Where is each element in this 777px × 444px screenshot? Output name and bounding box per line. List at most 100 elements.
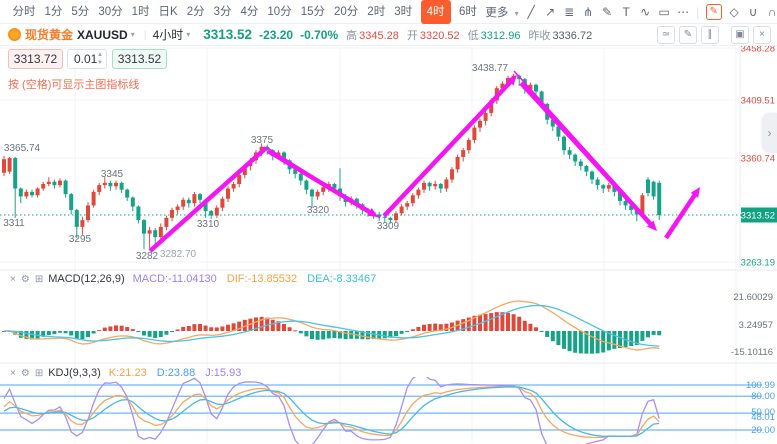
macd-header: × ⚙ ⊞ MACD(12,26,9) MACD:-11.04130 DIF:-…	[10, 273, 386, 285]
trend-line-icon[interactable]: ╱	[527, 4, 535, 19]
timeframe-tab-6时[interactable]: 6时	[459, 5, 477, 18]
hotkey-tip: 按 (空格)可显示主图指标线	[8, 79, 140, 91]
timeframe-tab-1分[interactable]: 1分	[44, 5, 63, 18]
wave-tool-icon[interactable]: ∿	[640, 4, 651, 19]
kdj-axis-tick: 100.99	[746, 380, 775, 391]
symbol-code[interactable]: XAUUSD	[77, 27, 128, 42]
symbol-bar: 现货黄金 XAUUSD ▾ | 4小时 ▾ 3313.52 -23.20 -0.…	[0, 24, 777, 46]
low-stat: 低 3312.96	[467, 29, 521, 42]
arrow-line-icon[interactable]: ↗	[545, 4, 556, 19]
swing-label: 3282	[136, 251, 159, 262]
timeframe-tab-3分[interactable]: 3分	[213, 5, 232, 18]
more-caret-icon: ▾	[514, 8, 519, 18]
price-axis-tick: 3263.19	[741, 258, 775, 269]
macd-expand-icon[interactable]: ⊞	[34, 273, 44, 285]
swing-label: 3310	[197, 219, 220, 230]
swing-label: 3345	[101, 169, 124, 180]
j-value: J:15.93	[205, 367, 242, 379]
indicator-style-icon[interactable]: ≃	[657, 25, 675, 44]
price-axis-tick: 3409.51	[741, 96, 775, 107]
k-value: K:21.23	[108, 367, 147, 379]
timeframe-toolbar: 分时 1分 5分 30分 1时 日K 2分 3分 4分 10分 15分 20分 2时 3时 4时 6时 更多 ▾…	[0, 0, 777, 24]
timeframe-tab-2分[interactable]: 2分	[186, 5, 205, 18]
more-tools-icon[interactable]: ⋯	[677, 4, 690, 19]
gold-coin-icon	[8, 28, 21, 41]
magnet-icon[interactable]: ∪	[748, 4, 758, 19]
timeframe-tab-2时[interactable]: 2时	[367, 5, 386, 18]
kdj-axis-tick: 20.00	[751, 425, 775, 436]
step-up-icon[interactable]: ▲	[97, 52, 103, 58]
macd-plot	[2, 300, 662, 354]
swing-label: 3282.70	[160, 249, 197, 260]
timeframe-tab-分时[interactable]: 分时	[12, 5, 36, 18]
last-price: 3313.52	[203, 27, 253, 42]
swing-label: 3309	[377, 221, 400, 232]
current-price-badge	[741, 207, 777, 223]
timeframe-tab-5分[interactable]: 5分	[71, 5, 90, 18]
kdj-plot	[3, 377, 660, 444]
eraser-icon[interactable]: ◇	[729, 4, 739, 19]
timeframe-tab-4分[interactable]: 4分	[240, 5, 259, 18]
macd-title: MACD(12,26,9)	[48, 273, 125, 285]
macd-value: MACD:-11.04130	[132, 273, 217, 285]
price-change: -23.20	[259, 27, 294, 42]
buy-price-button[interactable]: 3313.52	[112, 49, 167, 69]
kdj-axis-tick: 80.00	[751, 391, 775, 402]
swing-label: 3438.77	[472, 63, 509, 74]
kdj-expand-icon[interactable]: ⊞	[34, 367, 44, 379]
text-tool-icon[interactable]: T	[622, 4, 630, 19]
pencil-icon[interactable]: ✎	[602, 4, 613, 19]
swing-label: 3365.74	[4, 143, 41, 154]
macd-axis-tick: 21.60029	[733, 292, 773, 303]
symbol-name: 现货黄金	[25, 28, 74, 42]
draw-mode-icon[interactable]: ✎	[705, 3, 722, 20]
svg-text:3313.52: 3313.52	[741, 211, 775, 222]
step-down-icon[interactable]: ▼	[97, 60, 103, 66]
high-stat: 高 3345.28	[346, 29, 399, 42]
timeframe-tab-15分[interactable]: 15分	[300, 5, 325, 18]
chart-window-buttons: ≃ ✎ ∥ ▣ ×	[653, 25, 777, 44]
kdj-title: KDJ(9,3,3)	[48, 367, 101, 379]
timeframe-tab-3时[interactable]: 3时	[394, 5, 413, 18]
sell-price-button[interactable]: 3313.72	[8, 49, 63, 69]
close-chart-icon[interactable]: ×	[753, 25, 771, 44]
kdj-settings-icon[interactable]: ⚙	[20, 367, 30, 379]
edit-chart-icon[interactable]: ✎	[679, 25, 697, 44]
stepper-arrows: ▲ ▼	[97, 51, 103, 67]
gann-fan-icon[interactable]: ⋔	[583, 4, 594, 19]
quantity-stepper[interactable]: 0.01 ▲ ▼	[67, 49, 107, 69]
timeframe-tab-10分[interactable]: 10分	[267, 5, 292, 18]
kdj-header: × ⚙ ⊞ KDJ(9,3,3) K:21.23 D:23.88 J:15.93	[10, 367, 251, 379]
drawing-tools: ╱↗≣⋔✎T∿▭⋯|✎◇∪∩◎▯	[522, 1, 777, 23]
rectangle-tool-icon[interactable]: ▭	[658, 4, 670, 19]
divider: |	[143, 28, 147, 41]
kdj-close-icon[interactable]: ×	[10, 367, 16, 379]
timeframe-tab-4时[interactable]: 4时	[420, 0, 451, 24]
open-stat: 开 3320.52	[406, 29, 460, 42]
price-change-pct: -0.70%	[300, 27, 339, 42]
macd-close-icon[interactable]: ×	[10, 273, 16, 285]
interval-caret-icon[interactable]: ▾	[186, 30, 191, 39]
symbol-caret-icon[interactable]: ▾	[130, 30, 135, 39]
lock-icon[interactable]: ∩	[767, 4, 777, 19]
timeframe-tab-日K[interactable]: 日K	[158, 5, 178, 18]
fib-levels-icon[interactable]: ≣	[564, 4, 575, 19]
separator: |	[696, 4, 700, 19]
timeframe-tab-30分[interactable]: 30分	[98, 5, 123, 18]
prev-close-stat: 昨收 3336.72	[528, 29, 593, 42]
candle-style-icon[interactable]: ∥	[701, 25, 719, 44]
price-axis-tick: 3458.28	[741, 44, 775, 55]
fullscreen-icon[interactable]: ▣	[731, 25, 749, 44]
swing-label: 3295	[69, 234, 92, 245]
timeframe-tab-20分[interactable]: 20分	[334, 5, 359, 18]
macd-settings-icon[interactable]: ⚙	[20, 273, 30, 285]
more-timeframes-button[interactable]: 更多 ▾	[485, 6, 519, 19]
dif-value: DIF:-13.85532	[226, 273, 298, 285]
timeframe-tab-1时[interactable]: 1时	[131, 5, 150, 18]
macd-axis-tick: 3.24957	[739, 320, 773, 331]
interval-selector[interactable]: 4小时	[152, 28, 184, 42]
dea-value: DEA:-8.33467	[307, 273, 377, 285]
collapse-panel-chevron[interactable]: ›	[762, 113, 777, 153]
